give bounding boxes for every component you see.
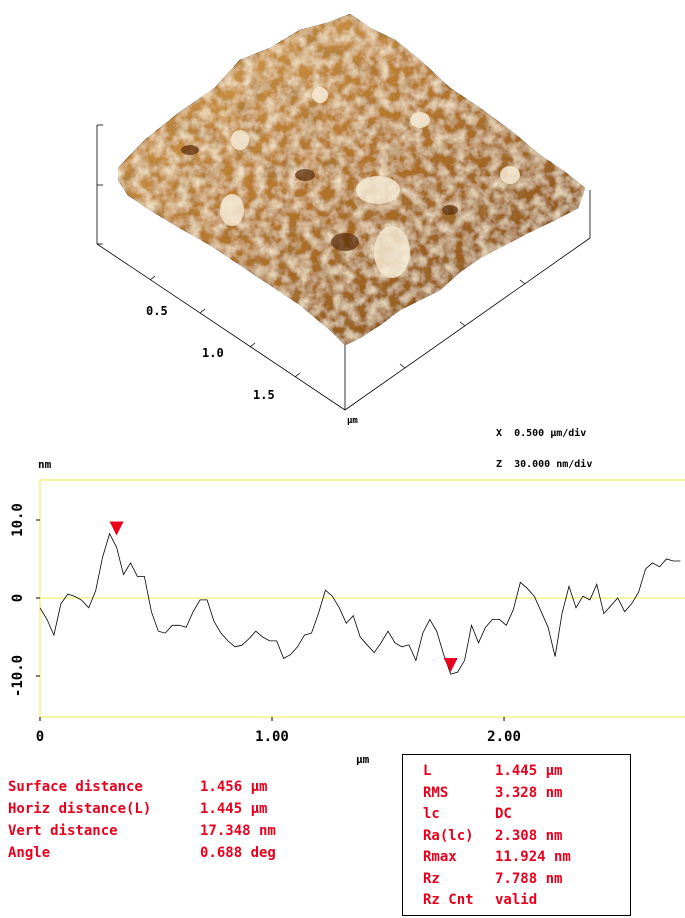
profile-markers bbox=[109, 521, 458, 672]
stat-value: 11.924 nm bbox=[495, 849, 571, 865]
measurement-row: Surface distance 1.456 µm bbox=[8, 776, 276, 798]
surface-peaks bbox=[220, 87, 520, 278]
scale-x-label: X bbox=[496, 428, 503, 439]
scale-legend: X 0.500 µm/div Z 30.000 nm/div bbox=[496, 406, 592, 481]
stat-row: lc DC bbox=[423, 804, 630, 826]
stat-row: Ra(lc) 2.308 nm bbox=[423, 826, 630, 848]
stat-label: RMS bbox=[423, 784, 449, 801]
scale-z-label: Z bbox=[496, 459, 503, 470]
stat-label: L bbox=[423, 763, 432, 779]
profile-line bbox=[39, 532, 681, 675]
roughness-stats-box: L 1.445 µm RMS 3.328 nm lc DC Ra(lc) 2.308 n… bbox=[402, 754, 631, 916]
stat-label: Rmax bbox=[423, 849, 457, 865]
profile-y-unit: nm bbox=[38, 458, 52, 471]
stat-value: 3.328 nm bbox=[495, 784, 563, 801]
measurement-row: Angle 0.688 deg bbox=[8, 842, 276, 864]
stat-value: 2.308 nm bbox=[495, 827, 563, 844]
surface-valleys bbox=[181, 145, 458, 251]
measurement-label: Surface distance bbox=[8, 779, 143, 795]
profile-frame bbox=[40, 479, 685, 718]
stat-label: Rz bbox=[423, 870, 440, 887]
stat-label: Ra(lc) bbox=[423, 827, 474, 844]
profile-series bbox=[39, 532, 681, 675]
stat-row: L 1.445 µm bbox=[423, 761, 630, 783]
x-tick-label: 2.00 bbox=[487, 729, 521, 745]
scale-z-value: 30.000 nm/div bbox=[514, 459, 593, 470]
stat-row: Rmax 11.924 nm bbox=[423, 847, 630, 869]
measurement-row: Horiz distance(L) 1.445 µm bbox=[8, 798, 276, 820]
x-axis-3d bbox=[96, 190, 591, 411]
measurement-label: Horiz distance(L) bbox=[8, 801, 152, 817]
surface-x-tick: 0.5 bbox=[146, 304, 168, 318]
stat-row: Rz 7.788 nm bbox=[423, 869, 630, 891]
scale-x-value: 0.500 µm/div bbox=[514, 428, 587, 439]
cursor-marker-icon[interactable] bbox=[109, 521, 124, 536]
measurement-value: 1.445 µm bbox=[200, 801, 268, 817]
y-tick-label: -10.0 bbox=[10, 655, 26, 697]
surface-axis-unit: µm bbox=[347, 416, 358, 426]
z-axis bbox=[96, 124, 103, 245]
y-tick-label: 0 bbox=[10, 594, 26, 602]
surface-x-tick: 1.5 bbox=[253, 388, 275, 402]
measurements-panel: Surface distance 1.456 µm Horiz distance(… bbox=[8, 776, 276, 864]
x-tick-label: 1.00 bbox=[255, 729, 289, 745]
stat-row: RMS 3.328 nm bbox=[423, 783, 630, 805]
measurement-value: 17.348 nm bbox=[200, 823, 276, 839]
profile-chart: nm 10.0 0 -10.0 0 1.00 2.00 µm bbox=[10, 458, 685, 766]
surface-x-tick: 1.0 bbox=[202, 346, 224, 360]
x-tick-label: 0 bbox=[36, 729, 44, 745]
y-tick-label: 10.0 bbox=[10, 503, 26, 537]
stat-value: 1.445 µm bbox=[495, 763, 563, 779]
stat-label: lc bbox=[423, 806, 440, 822]
stat-row: Rz Cnt valid bbox=[423, 890, 630, 912]
cursor-marker-icon[interactable] bbox=[443, 658, 458, 672]
measurement-label: Angle bbox=[8, 845, 51, 861]
measurement-row: Vert distance 17.348 nm bbox=[8, 820, 276, 842]
profile-y-ticks: 10.0 0 -10.0 bbox=[10, 503, 40, 697]
x-axis-3d-ticks: 0.5 1.0 1.5 µm bbox=[146, 304, 358, 426]
profile-x-unit: µm bbox=[356, 753, 370, 766]
profile-x-ticks: 0 1.00 2.00 bbox=[36, 717, 521, 745]
stat-label: Rz Cnt bbox=[423, 892, 474, 908]
surface-3d-view: 0.5 1.0 1.5 µm bbox=[96, 13, 591, 426]
measurement-value: 0.688 deg bbox=[200, 845, 276, 861]
measurement-label: Vert distance bbox=[8, 823, 118, 839]
surface-body bbox=[117, 13, 586, 346]
stat-value: 7.788 nm bbox=[495, 870, 563, 887]
stat-value: DC bbox=[495, 806, 512, 822]
measurement-value: 1.456 µm bbox=[200, 779, 268, 795]
stat-value: valid bbox=[495, 892, 538, 908]
